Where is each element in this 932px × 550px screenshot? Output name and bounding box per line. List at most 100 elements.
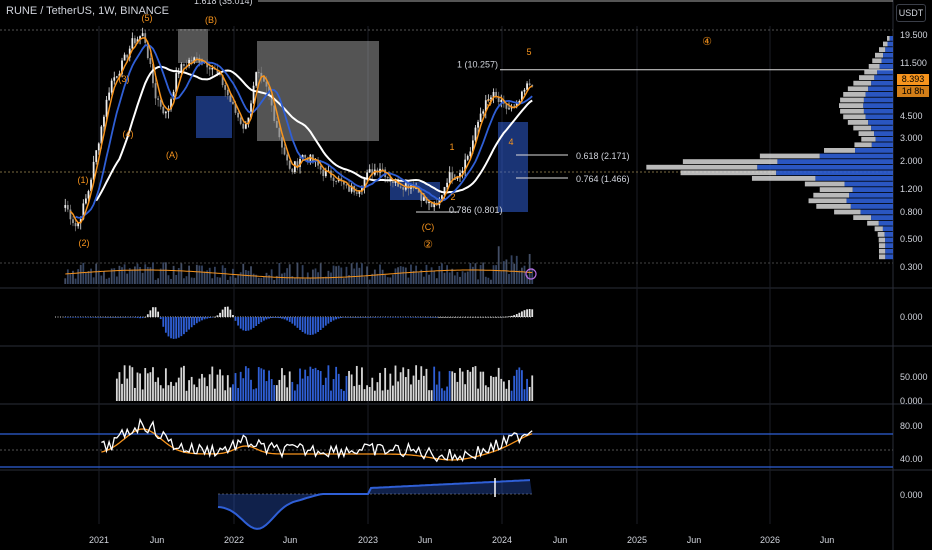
volume-bar [281,273,283,284]
oscillator-bar [170,317,172,339]
oscillator-bar [309,317,312,335]
price-tick-label: 1.200 [900,184,923,194]
histogram-bar [430,390,433,401]
candle [521,91,523,102]
oscillator-bar [278,317,281,319]
volume-profile-bar [824,148,856,153]
volume-bar [348,275,350,284]
histogram-bar [237,387,240,401]
volume-bar [255,274,258,284]
candle [149,58,152,65]
volume-bar [420,269,423,284]
histogram-bar [330,390,332,401]
oscillator-bar [363,317,366,318]
oscillator-bar [118,317,121,318]
volume-bar [448,272,451,284]
volume-bar [497,246,500,284]
histogram-bar [247,368,250,401]
wave-label: 1 [449,142,454,152]
oscillator-bar [430,317,433,318]
histogram-bar [281,368,283,401]
volume-profile-bar [878,254,886,260]
volume-profile-bar [844,181,893,187]
oscillator-bar [379,317,381,318]
candle [211,67,214,70]
histogram-bar [531,375,534,401]
volume-profile-bar [864,69,878,75]
time-tick-label: 2023 [358,535,378,545]
candle [464,159,467,171]
candle [77,222,80,227]
oscillator-bar [324,317,327,326]
volume-profile-bar [863,108,893,114]
oscillator-bar [84,317,87,318]
volume-bar [244,270,247,284]
fib-level-label: 0.786 (0.801) [449,205,503,215]
histogram-bar [389,373,392,401]
oscillator-bar [226,306,229,317]
volume-bar [190,277,193,284]
oscillator-bar [121,317,123,318]
volume-bar [247,270,250,284]
candle [293,161,296,173]
volume-bar [77,269,80,284]
ma-white-line [95,65,533,202]
volume-profile-bar [843,92,866,97]
volume-profile-bar [861,136,876,142]
candle [131,38,134,49]
oscillator-bar [134,317,136,318]
oscillator-bar [330,317,332,322]
histogram-bar [255,388,258,401]
volume-bar [288,264,291,284]
histogram-bar [495,376,498,401]
volume-bar [296,262,299,284]
time-tick-label: 2022 [224,535,244,545]
candle [195,57,198,59]
volume-bar [314,268,317,284]
volume-bar [226,279,229,284]
histogram-bar [461,371,464,401]
volume-bar [474,263,477,284]
volume-bar [304,278,307,284]
volume-profile-bar [883,41,888,47]
oscillator-bar [366,317,369,318]
volume-profile-bar [868,64,880,69]
volume-bar [118,265,121,284]
histogram-bar [211,366,214,401]
histogram-bar [157,377,160,401]
wave-label: (4) [123,129,134,139]
oscillator-bar [502,316,505,318]
candle [332,177,335,181]
candle [172,91,175,100]
candle [497,97,500,103]
oscillator-bar [422,317,425,318]
oscillator-bar [322,317,325,328]
volume-bar [373,269,376,284]
volume-bar [397,267,399,284]
oscillator-bar [528,309,531,317]
volume-profile-bar [680,170,777,176]
range-zone [498,122,528,212]
histogram-bar [497,367,500,401]
oscillator-bar [332,317,335,321]
oscillator-bar [193,317,196,326]
wave-label: 4 [508,137,513,147]
volume-bar [471,266,474,284]
currency-button[interactable]: USDT [896,4,926,22]
histogram-bar [293,390,296,401]
candle [219,73,221,75]
histogram-bar [335,366,338,401]
volume-bar [201,265,203,284]
histogram-bar [446,386,448,401]
histogram-bar [139,373,141,401]
candle [510,106,513,109]
volume-bar [252,273,255,284]
volume-bar [79,264,82,284]
volume-bar [376,273,379,284]
volume-bar [510,255,513,284]
oscillator-bar [286,317,289,321]
volume-profile-bar [840,108,864,114]
oscillator-bar [221,309,224,317]
alert-icon [525,268,537,280]
